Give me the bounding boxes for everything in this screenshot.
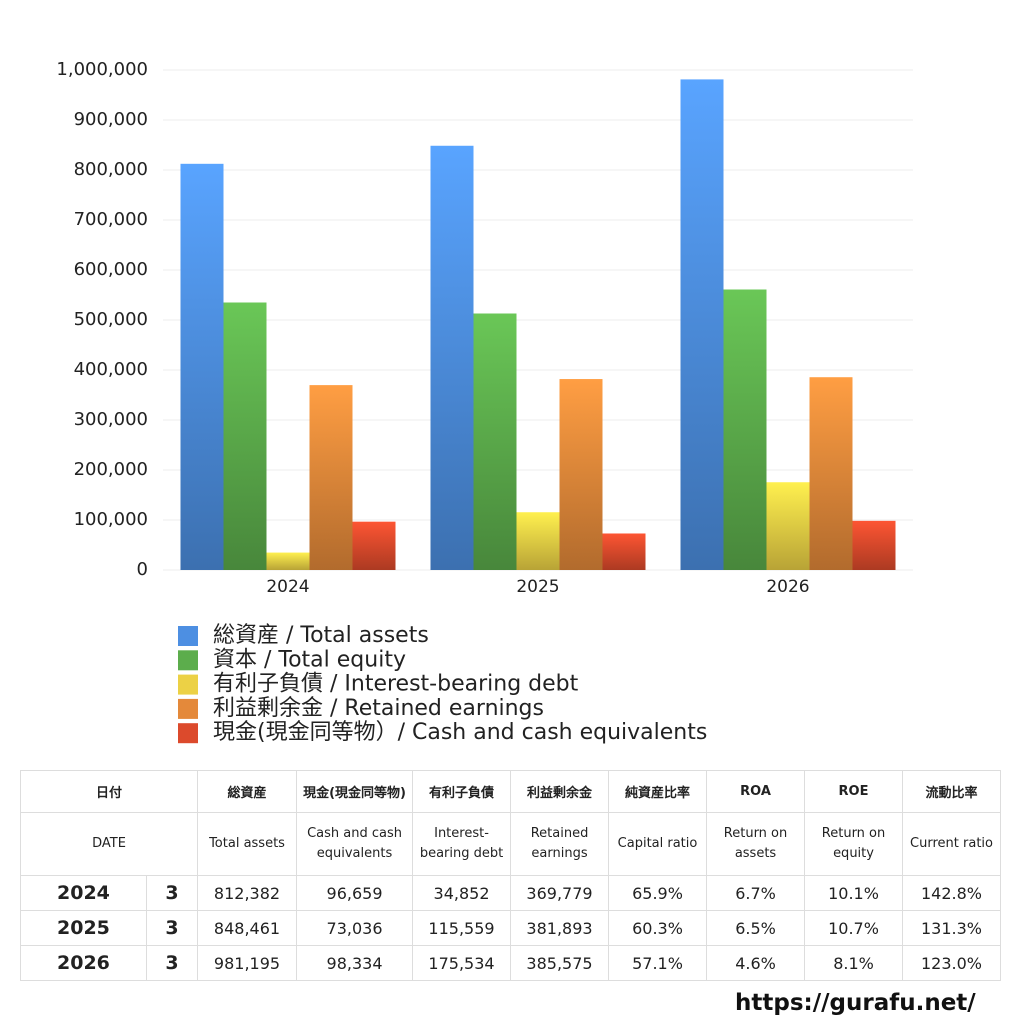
table-cell: 57.1% [608,945,708,981]
table-cell: 4.6% [706,945,806,981]
bar [723,289,767,570]
legend-label: 現金(現金同等物）/ Cash and cash equivalents [213,720,707,745]
table-row: DATE Total assets Cash and cash equivalent… [19,812,1002,876]
bar [852,520,896,570]
table-cell: 有利子負債 [412,770,512,813]
table-cell: 65.9% [608,875,708,911]
table-cell: 131.3% [902,910,1002,946]
table-cell: 流動比率 [902,770,1002,813]
chart: 0 100,000 200,000 300,000 400,000 500,000 600,… [56,59,913,745]
table-cell: 2026 [20,945,147,981]
table-cell: 848,461 [197,910,298,946]
legend-swatch [178,650,198,671]
table-cell: 現金(現金同等物) [296,770,414,813]
legend-swatch [178,674,198,695]
table-cell: 142.8% [902,875,1002,911]
table-cell: 96,659 [296,875,414,911]
table-cell: 総資産 [197,770,298,813]
table-cell: 6.5% [706,910,806,946]
table-cell: 利益剰余金 [510,770,610,813]
table-cell: 2024 [20,875,147,911]
table-cell: Retained earnings [510,812,610,876]
table-cell: 60.3% [608,910,708,946]
legend-label: 資本 / Total equity [213,647,406,672]
table-cell: ROE [804,770,904,813]
y-tick-label: 100,000 [74,509,148,530]
legend-label: 利益剰余金 / Retained earnings [213,696,544,721]
table-row: 日付 総資産 現金(現金同等物) 有利子負債 利益剰余金 純資産比率 ROA ROE 流動比率 [19,770,1002,813]
table-cell: 日付 [19,770,199,813]
table-cell: Return on equity [804,812,904,876]
table-cell: 385,575 [510,945,610,981]
y-tick-label: 0 [137,559,148,580]
bar [680,79,724,570]
y-tick-label: 1,000,000 [56,59,148,80]
y-tick-label: 700,000 [74,209,148,230]
table-cell: Total assets [197,812,298,876]
table-cell: 98,334 [296,945,414,981]
y-tick-label: 500,000 [74,309,148,330]
table-cell: 8.1% [804,945,904,981]
table-cell: 純資産比率 [608,770,708,813]
bar [559,379,603,570]
data-table: 日付 総資産 現金(現金同等物) 有利子負債 利益剰余金 純資産比率 ROA ROE 流動比率 D… [19,770,1002,981]
table-cell: Cash and cash equivalents [296,812,414,876]
table-cell: ROA [706,770,806,813]
table-cell: 175,534 [412,945,512,981]
x-tick-label: 2026 [766,577,809,597]
table-cell: 981,195 [197,945,298,981]
table-cell: DATE [19,812,199,876]
legend-swatch [178,626,198,646]
bar [766,482,810,570]
table-cell: Interest-bearing debt [412,812,512,876]
y-tick-label: 400,000 [74,359,148,380]
bar [180,163,224,570]
bar [352,521,396,570]
table-cell: 34,852 [412,875,512,911]
table-cell: 3 [145,910,199,946]
y-tick-label: 200,000 [74,459,148,480]
bar [223,302,267,570]
table-cell: 3 [145,875,199,911]
table-cell: 369,779 [510,875,610,911]
table-row: 2024 3 812,382 96,659 34,852 369,779 65.9% 6.7%… [20,875,1002,911]
y-tick-label: 600,000 [74,259,148,280]
bar [516,512,560,570]
table-cell: 10.7% [804,910,904,946]
table-row: 2025 3 848,461 73,036 115,559 381,893 60.3% 6.5… [20,910,1002,946]
table-row: 2026 3 981,195 98,334 175,534 385,575 57.1% 4.6… [20,945,1002,981]
table-cell: Current ratio [902,812,1002,876]
table-cell: Return on assets [706,812,806,876]
x-tick-label: 2024 [266,577,309,597]
y-tick-label: 800,000 [74,159,148,180]
legend-label: 有利子負債 / Interest-bearing debt [213,672,579,697]
bar [602,533,646,570]
bar [430,145,474,570]
y-tick-label: 300,000 [74,409,148,430]
legend-swatch [178,698,198,719]
table-cell: 10.1% [804,875,904,911]
table-cell: 123.0% [902,945,1002,981]
table-cell: Capital ratio [608,812,708,876]
table-cell: 73,036 [296,910,414,946]
bar [809,377,853,570]
x-tick-label: 2025 [516,577,559,597]
bar [266,552,310,570]
table-cell: 381,893 [510,910,610,946]
site-url[interactable]: https://gurafu.net/ [735,990,976,1016]
bar [473,313,517,570]
y-tick-label: 900,000 [74,109,148,130]
legend-label: 総資産 / Total assets [213,623,429,648]
table-cell: 115,559 [412,910,512,946]
bar [309,385,353,570]
table-cell: 2025 [20,910,147,946]
table-cell: 6.7% [706,875,806,911]
legend-swatch [178,723,198,744]
table-cell: 3 [145,945,199,981]
table-cell: 812,382 [197,875,298,911]
